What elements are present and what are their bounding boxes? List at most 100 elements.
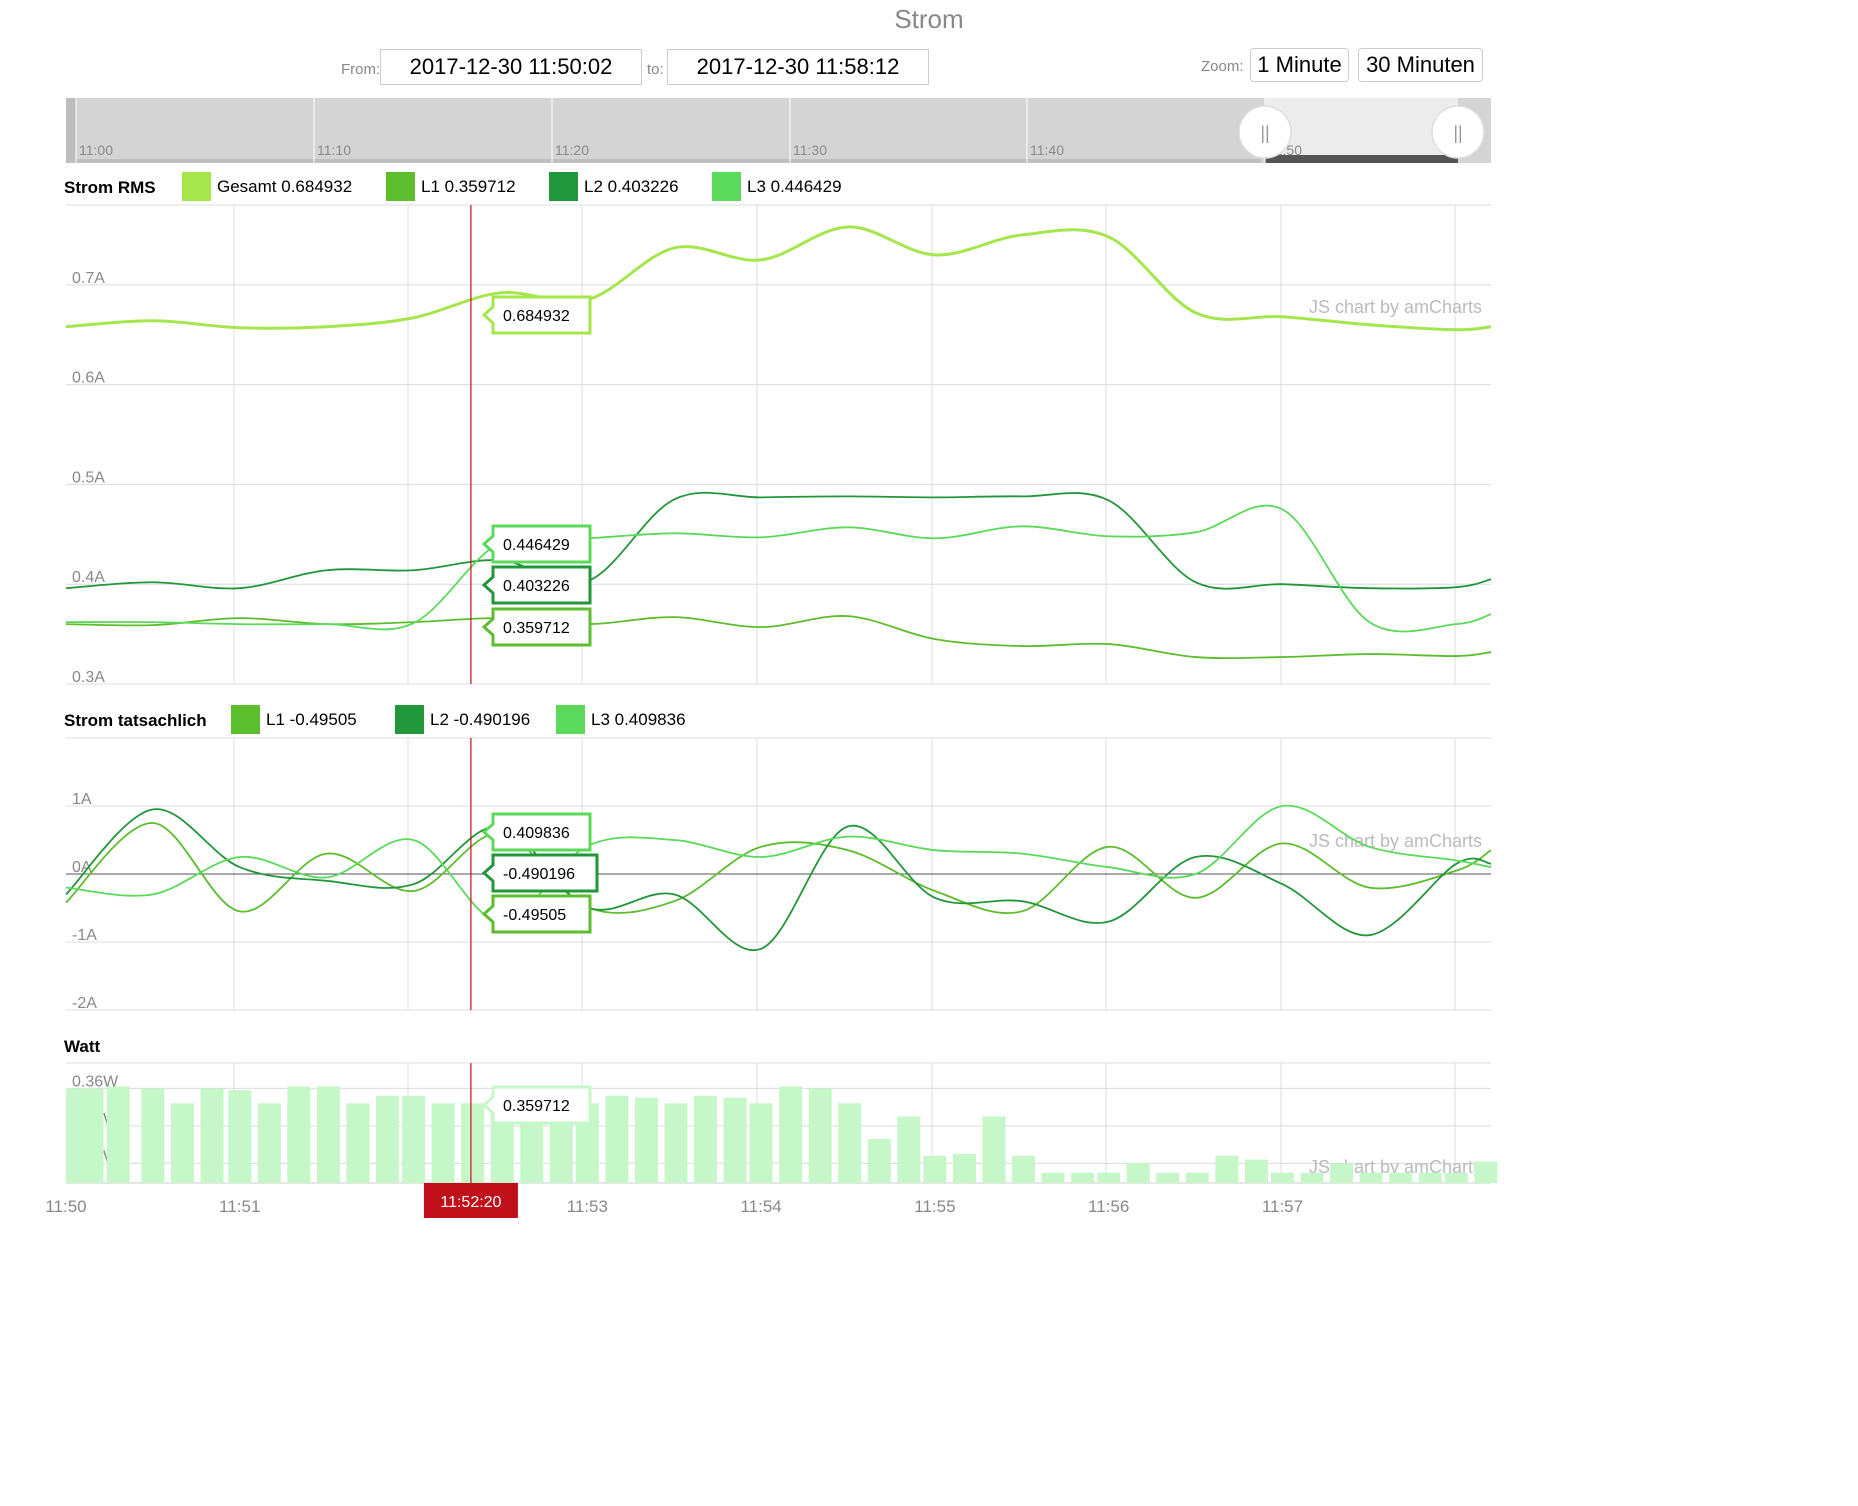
scrollbar-selection-graph xyxy=(1265,155,1458,163)
legend-swatch[interactable] xyxy=(386,172,415,201)
watt-bar[interactable] xyxy=(749,1103,773,1183)
watt-bar[interactable] xyxy=(982,1116,1006,1183)
watt-bar[interactable] xyxy=(431,1103,455,1183)
watt-bar[interactable] xyxy=(838,1103,862,1183)
watt-bar[interactable] xyxy=(346,1103,370,1183)
watt-bar[interactable] xyxy=(228,1090,252,1183)
watt-bar[interactable] xyxy=(1270,1172,1294,1183)
watt-bar[interactable] xyxy=(605,1095,629,1183)
watt-bar[interactable] xyxy=(723,1097,747,1183)
y-tick-label: 0.36W xyxy=(72,1073,119,1090)
panel-title: Watt xyxy=(64,1037,101,1056)
legend-swatch[interactable] xyxy=(395,705,424,734)
panel-2: Strom tatsachlich 1A 0A -1A -2A JS chart by a… xyxy=(64,705,1492,1012)
scrollbar-tick-label: 11:40 xyxy=(1030,142,1064,158)
watt-bar[interactable] xyxy=(1330,1163,1354,1183)
balloon-frame xyxy=(481,1085,592,1125)
series-line-l3[interactable] xyxy=(65,804,1492,923)
legend-label[interactable]: L3 0.409836 xyxy=(591,710,686,729)
legend-swatch[interactable] xyxy=(712,172,741,201)
watt-bar[interactable] xyxy=(141,1088,165,1183)
series-line-l3[interactable] xyxy=(65,504,1492,633)
legend-swatch[interactable] xyxy=(231,705,260,734)
watt-bar[interactable] xyxy=(106,1086,130,1183)
value-balloon: 0.446429 xyxy=(481,524,592,564)
legend-label[interactable]: L2 0.403226 xyxy=(584,177,679,196)
legend-label[interactable]: Gesamt 0.684932 xyxy=(217,177,352,196)
scrollbar-graph xyxy=(66,159,1261,163)
legend-swatch[interactable] xyxy=(182,172,211,201)
from-date-input[interactable] xyxy=(380,49,642,85)
watt-bar[interactable] xyxy=(1244,1159,1268,1183)
watt-bar[interactable] xyxy=(694,1095,718,1183)
watt-bar[interactable] xyxy=(634,1097,658,1183)
watt-bar[interactable] xyxy=(1156,1172,1180,1183)
legend-label[interactable]: L2 -0.490196 xyxy=(430,710,530,729)
watt-bar[interactable] xyxy=(1185,1172,1209,1183)
watt-bar[interactable] xyxy=(1097,1172,1121,1183)
watt-bar[interactable] xyxy=(1071,1172,1095,1183)
watt-bar[interactable] xyxy=(80,1088,104,1183)
legend-label[interactable]: L3 0.446429 xyxy=(747,177,842,196)
watt-bar[interactable] xyxy=(490,1107,514,1183)
balloon-frame xyxy=(481,607,592,647)
watt-bar[interactable] xyxy=(808,1088,832,1183)
legend-swatch[interactable] xyxy=(556,705,585,734)
zoom-label: Zoom: xyxy=(1201,58,1244,75)
watt-bar[interactable] xyxy=(779,1086,803,1183)
y-tick-label: 0.5A xyxy=(72,469,105,486)
series-line-l2[interactable] xyxy=(65,808,1492,952)
scrollbar-grip-left[interactable] xyxy=(1238,105,1292,159)
balloon-value: 0.684932 xyxy=(503,308,570,325)
legend-swatch[interactable] xyxy=(549,172,578,201)
watt-bar[interactable] xyxy=(257,1103,281,1183)
x-tick-label: 11:54 xyxy=(740,1197,781,1216)
value-balloon: -0.490196 xyxy=(481,853,599,893)
watt-bar[interactable] xyxy=(923,1155,947,1183)
series-line-l1[interactable] xyxy=(65,822,1492,914)
watt-bar[interactable] xyxy=(1418,1172,1442,1183)
watt-bar[interactable] xyxy=(402,1095,426,1183)
watt-bar[interactable] xyxy=(1474,1161,1498,1183)
watt-bar[interactable] xyxy=(1444,1172,1468,1183)
scrollbar-grip-left-icon: || xyxy=(1260,123,1269,143)
watt-bar[interactable] xyxy=(461,1103,485,1183)
series-line-gesamt[interactable] xyxy=(65,225,1492,332)
watt-bar[interactable] xyxy=(287,1086,311,1183)
scrollbar-selection[interactable] xyxy=(1265,98,1458,163)
zoom-1-minute-button[interactable]: 1 Minute xyxy=(1250,48,1349,82)
balloon-value: -0.49505 xyxy=(503,907,566,924)
watt-bar[interactable] xyxy=(952,1153,976,1183)
watt-bar[interactable] xyxy=(1126,1163,1150,1183)
watt-bar[interactable] xyxy=(1012,1155,1036,1183)
balloon-value: -0.490196 xyxy=(503,866,575,883)
watt-bar[interactable] xyxy=(170,1103,194,1183)
watt-bar[interactable] xyxy=(1215,1155,1239,1183)
scrollbar-tick-label: 11:20 xyxy=(555,142,589,158)
legend-label[interactable]: L1 0.359712 xyxy=(421,177,516,196)
series-line-l2[interactable] xyxy=(65,491,1492,590)
watt-bar[interactable] xyxy=(664,1103,688,1183)
watt-bar[interactable] xyxy=(1359,1172,1383,1183)
x-axis: 11:50 11:51 11:53 11:54 11:55 11:56 11:57 11:52… xyxy=(45,1183,1303,1218)
value-balloon: 0.359712 xyxy=(481,607,592,647)
watt-bar[interactable] xyxy=(867,1138,891,1183)
x-tick-label: 11:56 xyxy=(1088,1197,1129,1216)
x-tick-label: 11:53 xyxy=(567,1197,608,1216)
watt-bar[interactable] xyxy=(375,1095,399,1183)
watt-bar[interactable] xyxy=(200,1088,224,1183)
scrollbar[interactable]: 11:00 11:10 11:20 11:30 11:40 11:50|| || xyxy=(66,98,1491,163)
watt-bar[interactable] xyxy=(1389,1172,1413,1183)
zoom-30-minutes-button[interactable]: 30 Minuten xyxy=(1358,48,1483,82)
legend-label[interactable]: L1 -0.49505 xyxy=(266,710,357,729)
watt-bar[interactable] xyxy=(1300,1172,1324,1183)
watt-bar[interactable] xyxy=(897,1116,921,1183)
watt-bar[interactable] xyxy=(1041,1172,1065,1183)
series-line-l1[interactable] xyxy=(65,615,1492,660)
to-date-input[interactable] xyxy=(667,49,929,85)
value-balloon: 0.684932 xyxy=(481,295,592,335)
scrollbar-grip-right[interactable] xyxy=(1431,105,1485,159)
value-balloon: 0.409836 xyxy=(481,812,592,852)
watt-bar[interactable] xyxy=(316,1086,340,1183)
